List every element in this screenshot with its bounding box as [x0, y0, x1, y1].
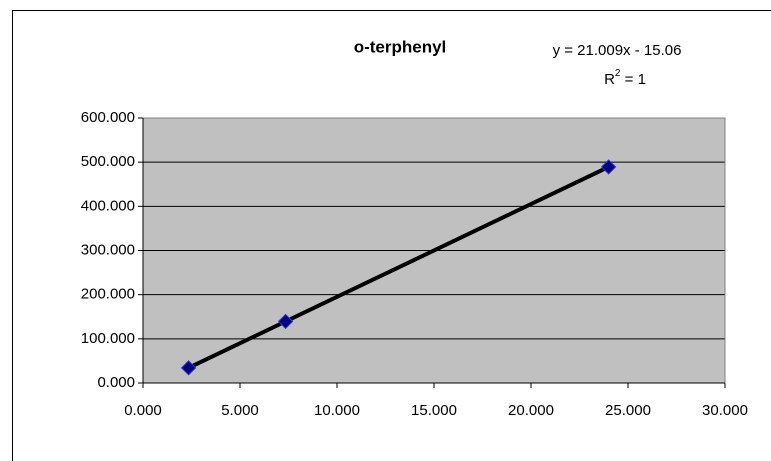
- x-tick-label: 0.000: [124, 402, 162, 419]
- x-tick-label: 25.000: [605, 402, 651, 419]
- trend-equation: y = 21.009x - 15.06: [553, 42, 682, 59]
- y-tick-label: 600.000: [81, 109, 135, 126]
- r2-base: R: [604, 71, 615, 88]
- y-tick-label: 400.000: [81, 197, 135, 214]
- data-point: [180, 360, 197, 376]
- x-tick-label: 20.000: [508, 402, 554, 419]
- r2-rest: = 1: [620, 71, 645, 88]
- data-point: [600, 159, 617, 175]
- x-tick-label: 5.000: [221, 402, 259, 419]
- y-tick-label: 200.000: [81, 286, 135, 303]
- chart-title: o-terphenyl: [354, 37, 447, 56]
- y-tick-label: 0.000: [97, 374, 135, 391]
- y-tick-label: 100.000: [81, 330, 135, 347]
- data-point: [277, 313, 294, 330]
- r-squared: R2 = 1: [604, 68, 646, 88]
- trendline: [187, 165, 610, 370]
- x-tick-label: 15.000: [411, 402, 457, 419]
- r2-sup: 2: [615, 68, 621, 79]
- x-tick-label: 10.000: [314, 402, 360, 419]
- y-tick-label: 300.000: [81, 241, 135, 258]
- x-tick-label: 30.000: [702, 402, 748, 419]
- y-tick-label: 500.000: [81, 153, 135, 170]
